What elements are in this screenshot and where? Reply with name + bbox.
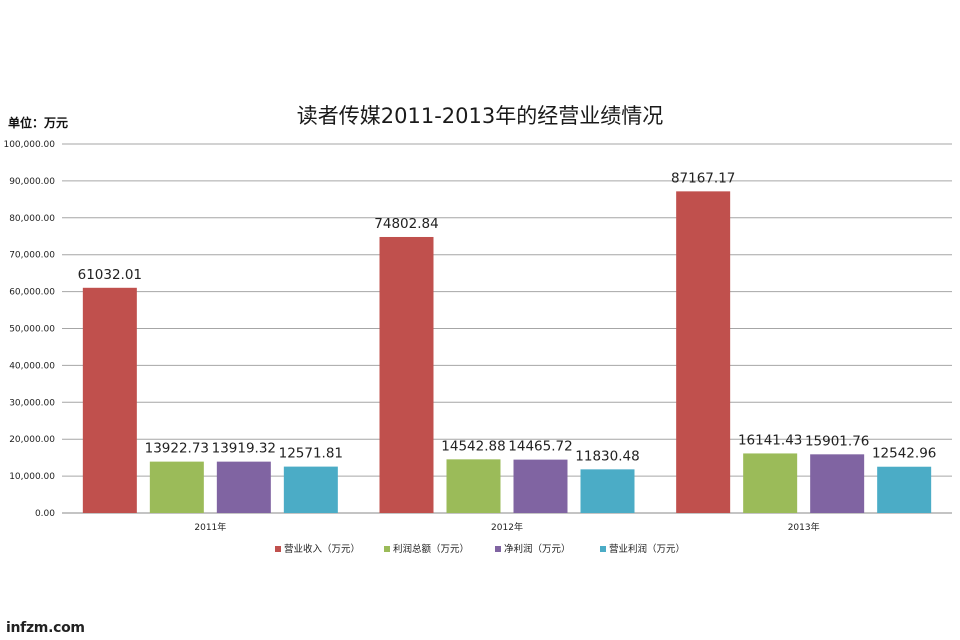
bar [82,287,137,513]
unit-label: 单位：万元 [8,115,68,130]
y-tick-label: 50,000.00 [9,325,55,335]
y-tick-label: 0.00 [35,509,55,519]
y-tick-label: 100,000.00 [3,140,55,150]
bar [513,459,568,513]
x-tick-label: 2012年 [491,521,523,533]
bar [580,469,635,513]
y-tick-label: 60,000.00 [9,288,55,298]
x-axis-ticks: 2011年 2012年 2013年 [194,521,819,533]
bar [149,461,204,513]
data-label: 14542.88 [441,438,505,454]
bar [877,466,932,513]
bar [379,236,434,513]
legend-label: 净利润（万元） [504,543,571,555]
y-tick-label: 70,000.00 [9,251,55,261]
bar [283,466,338,513]
site-watermark: infzm.com [6,620,85,636]
data-label: 61032.01 [78,267,142,283]
y-tick-label: 10,000.00 [9,472,55,482]
data-label: 16141.43 [738,432,802,448]
data-labels: 61032.01 13922.73 13919.32 12571.81 74802.84… [78,170,937,464]
gridlines [62,143,952,514]
legend-label: 营业收入（万元） [284,543,360,555]
data-label: 13919.32 [212,441,276,457]
legend: 营业收入（万元） 利润总额（万元） 净利润（万元） 营业利润（万元） [275,543,685,555]
legend-swatch [275,546,281,552]
bar [446,459,501,513]
legend-swatch [384,546,390,552]
data-label: 15901.76 [805,433,869,449]
y-tick-label: 90,000.00 [9,177,55,187]
bar [676,191,731,513]
legend-swatch [600,546,606,552]
data-label: 14465.72 [508,439,572,455]
legend-label: 利润总额（万元） [393,543,469,555]
y-tick-label: 30,000.00 [9,398,55,408]
bar [743,453,798,513]
data-label: 74802.84 [374,216,438,232]
bar [810,454,865,513]
y-tick-label: 80,000.00 [9,214,55,224]
data-label: 12542.96 [872,446,936,462]
x-tick-label: 2011年 [194,521,226,533]
chart-title: 读者传媒2011-2013年的经营业绩情况 [297,104,663,128]
data-label: 13922.73 [145,441,209,457]
bar [216,461,271,513]
y-axis-ticks: 0.00 10,000.00 20,000.00 30,000.00 40,000.00… [3,140,55,519]
y-tick-label: 40,000.00 [9,361,55,371]
x-tick-label: 2013年 [788,521,820,533]
y-tick-label: 20,000.00 [9,435,55,445]
data-label: 87167.17 [671,170,735,186]
data-label: 11830.48 [575,448,639,464]
legend-swatch [495,546,501,552]
data-label: 12571.81 [279,446,343,462]
bars [82,191,932,513]
legend-label: 营业利润（万元） [609,543,685,555]
